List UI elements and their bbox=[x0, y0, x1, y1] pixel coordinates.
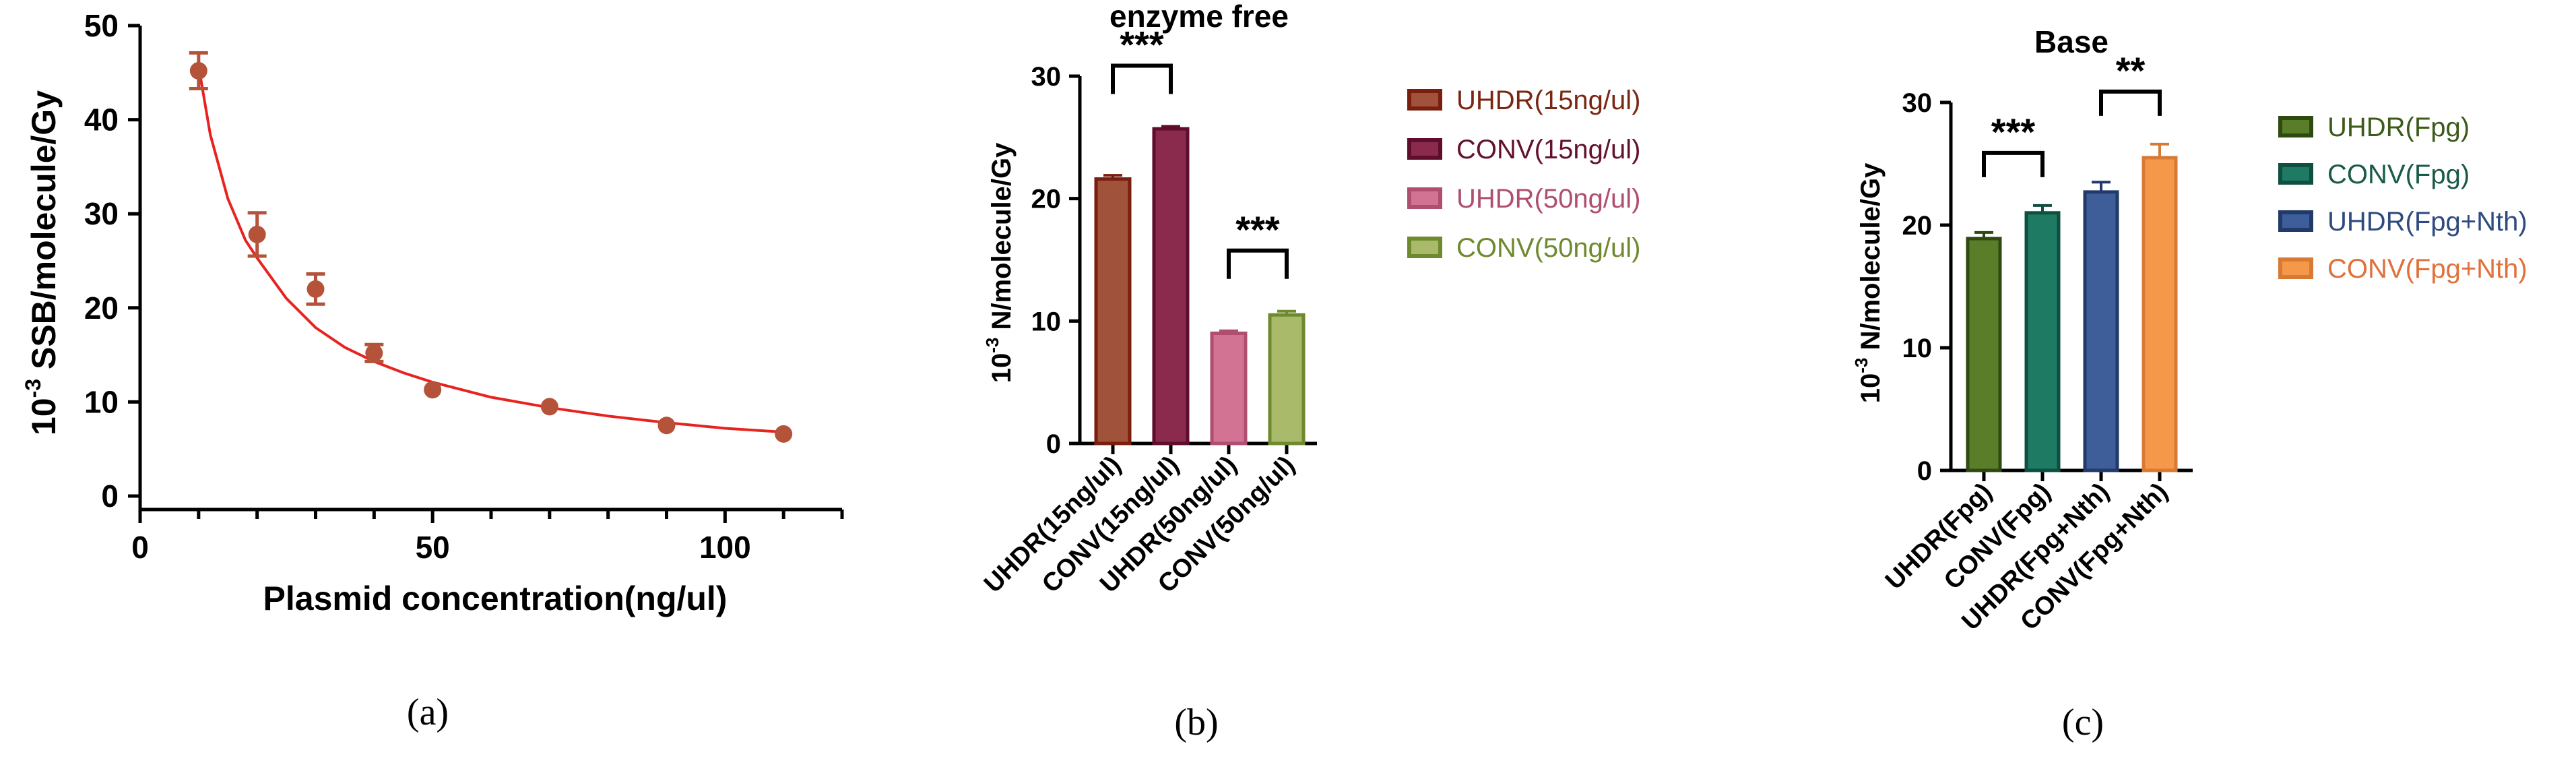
panel-b-bar bbox=[1152, 127, 1190, 445]
panel-b-significance-bracket bbox=[1227, 248, 1289, 279]
panel-c-caption: (c) bbox=[2062, 702, 2104, 743]
panel-b-y-tick-label: 20 bbox=[1031, 185, 1062, 214]
panel-a-axes: 0 10 20 30 40 50 0 50 100 bbox=[84, 8, 844, 565]
panel-c-significance-bracket bbox=[2099, 89, 2162, 116]
panel-a-y-axis-title: 10-3 SSB/molecule/Gy bbox=[21, 90, 63, 435]
panel-a-data-point bbox=[424, 381, 442, 399]
panel-b-legend: UHDR(15ng/ul) CONV(15ng/ul) UHDR(50ng/ul) C… bbox=[1407, 86, 1640, 263]
panel-b-legend-swatch bbox=[1407, 138, 1442, 160]
panel-a-data-point bbox=[189, 62, 207, 80]
panel-a-fit-curve bbox=[197, 65, 784, 434]
panel-a-y-tick-label: 0 bbox=[101, 479, 119, 514]
panel-c-bar bbox=[2083, 190, 2119, 472]
panel-c-legend-label: CONV(Fpg) bbox=[2327, 160, 2470, 189]
panel-b-legend-swatch bbox=[1407, 237, 1442, 258]
panel-b-bars bbox=[1094, 125, 1306, 445]
panel-c-bars bbox=[1966, 142, 2178, 472]
panel-a-caption: (a) bbox=[407, 691, 449, 733]
panel-a-y-tick-label: 20 bbox=[84, 290, 119, 326]
panel-b-y-tick-label: 30 bbox=[1031, 62, 1062, 92]
panel-a-data-point bbox=[775, 425, 793, 443]
panel-c-significance-label: ** bbox=[2116, 49, 2146, 92]
panel-a-scatter-chart: 0 10 20 30 40 50 0 50 100 Plasmid concentration(… bbox=[21, 8, 844, 733]
panel-b-significance-label: *** bbox=[1120, 23, 1164, 65]
panel-b-bar-chart: enzyme free 0 10 20 30 *** *** UHDR(15ng/ul)… bbox=[979, 0, 1640, 743]
panel-b-legend-label: CONV(50ng/ul) bbox=[1456, 233, 1640, 263]
panel-b-caption: (b) bbox=[1174, 702, 1218, 743]
panel-b-title: enzyme free bbox=[1109, 0, 1289, 34]
panel-c-bar bbox=[1966, 237, 2002, 472]
panel-c-significance-label: *** bbox=[1991, 111, 2036, 153]
panel-a-y-tick-label: 50 bbox=[84, 8, 119, 43]
panel-a-fit-curve-group bbox=[197, 65, 784, 434]
panel-a-x-tick-label: 50 bbox=[416, 530, 450, 565]
panel-c-legend-swatch bbox=[2278, 257, 2313, 279]
panel-c-legend: UHDR(Fpg) CONV(Fpg) UHDR(Fpg+Nth) CONV(Fpg+… bbox=[2278, 113, 2527, 284]
panel-c-title: Base bbox=[2034, 24, 2108, 59]
panel-c-legend-label: UHDR(Fpg+Nth) bbox=[2327, 207, 2527, 237]
panel-c-legend-swatch bbox=[2278, 116, 2313, 137]
panel-c-y-tick-label: 30 bbox=[1902, 88, 1933, 118]
panel-b-y-axis-title: 10-3 N/molecule/Gy bbox=[982, 142, 1017, 383]
panel-a-x-tick-label: 0 bbox=[131, 530, 149, 565]
panel-a-data-point bbox=[248, 225, 266, 243]
panel-b-legend-swatch bbox=[1407, 187, 1442, 209]
panel-a-data-point bbox=[657, 417, 676, 435]
panel-a-data-point bbox=[307, 280, 325, 298]
panel-c-y-tick-label: 10 bbox=[1902, 334, 1933, 363]
panel-c-bar bbox=[2142, 156, 2178, 472]
panel-a-x-tick-label: 100 bbox=[699, 530, 751, 565]
panel-b-legend-swatch bbox=[1407, 89, 1442, 111]
panel-b-category-labels: UHDR(15ng/ul)CONV(15ng/ul)UHDR(50ng/ul)C… bbox=[979, 451, 1300, 598]
panel-a-points bbox=[189, 51, 793, 443]
panel-b-y-tick-label: 0 bbox=[1046, 429, 1061, 459]
panel-c-bar bbox=[2024, 211, 2061, 472]
panel-c-category-labels: UHDR(Fpg)CONV(Fpg)UHDR(Fpg+Nth)CONV(Fpg+… bbox=[1880, 478, 2173, 636]
panel-a-data-point bbox=[540, 398, 558, 416]
panel-c-legend-label: CONV(Fpg+Nth) bbox=[2327, 254, 2527, 284]
panel-a-y-tick-label: 40 bbox=[84, 102, 119, 137]
panel-b-significance-label: *** bbox=[1235, 208, 1280, 251]
panel-b-legend-label: UHDR(15ng/ul) bbox=[1456, 86, 1640, 115]
panel-c-significance: ***** bbox=[1982, 49, 2162, 177]
panel-a-x-axis-title: Plasmid concentration(ng/ul) bbox=[263, 580, 728, 617]
panel-c-y-axis-title: 10-3 N/molecule/Gy bbox=[1851, 162, 1886, 403]
panel-b-legend-label: CONV(15ng/ul) bbox=[1456, 135, 1640, 164]
panel-b-significance: *** *** bbox=[1111, 23, 1289, 279]
panel-c-legend-swatch bbox=[2278, 163, 2313, 185]
panel-c-significance-bracket bbox=[1982, 150, 2044, 177]
panel-a-y-tick-label: 30 bbox=[84, 196, 119, 231]
panel-b-bar bbox=[1094, 177, 1132, 445]
panel-b-bar bbox=[1268, 313, 1306, 445]
panel-a-data-point bbox=[365, 344, 383, 362]
panel-b-significance-bracket bbox=[1111, 63, 1173, 94]
panel-b-y-tick-label: 10 bbox=[1031, 307, 1062, 336]
panel-b-bar bbox=[1210, 332, 1248, 445]
panel-c-y-tick-label: 20 bbox=[1902, 211, 1933, 241]
panel-c-y-tick-label: 0 bbox=[1917, 456, 1932, 486]
panel-c-legend-swatch bbox=[2278, 210, 2313, 232]
panel-b-legend-label: UHDR(50ng/ul) bbox=[1456, 184, 1640, 214]
panel-a-y-tick-label: 10 bbox=[84, 384, 119, 419]
panel-c-legend-label: UHDR(Fpg) bbox=[2327, 113, 2470, 142]
